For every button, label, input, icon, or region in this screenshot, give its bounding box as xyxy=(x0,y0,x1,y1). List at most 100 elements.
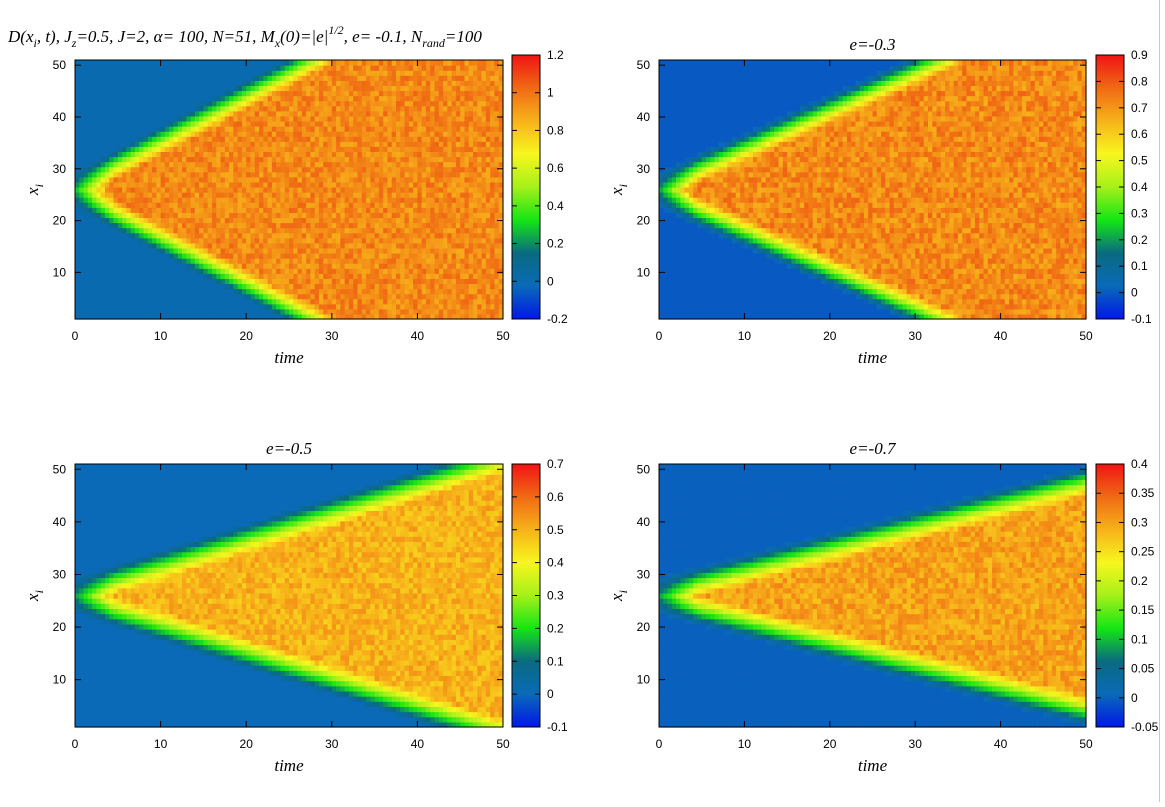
heatmap-cell xyxy=(250,151,255,157)
heatmap-cell xyxy=(460,75,465,81)
heatmap-cell xyxy=(246,141,251,147)
heatmap-cell xyxy=(242,162,247,168)
heatmap-cell xyxy=(486,212,491,218)
heatmap-cell xyxy=(482,70,487,76)
heatmap-cell xyxy=(302,141,307,147)
heatmap-cell xyxy=(435,202,440,208)
heatmap-cell xyxy=(460,187,465,193)
heatmap-cell xyxy=(306,96,311,102)
heatmap-cell xyxy=(203,121,208,127)
heatmap-cell xyxy=(366,228,371,234)
heatmap-cell xyxy=(494,156,499,162)
heatmap-cell xyxy=(156,294,161,300)
heatmap-cell xyxy=(477,207,482,213)
heatmap-cell xyxy=(246,65,251,71)
heatmap-cell xyxy=(362,197,367,203)
heatmap-cell xyxy=(101,228,106,234)
heatmap-cell xyxy=(259,80,264,86)
heatmap-cell xyxy=(409,162,414,168)
heatmap-cell xyxy=(79,106,84,112)
heatmap-cell xyxy=(84,177,89,183)
heatmap-cell xyxy=(126,182,131,188)
heatmap-cell xyxy=(280,151,285,157)
heatmap-cell xyxy=(105,90,110,96)
heatmap-cell xyxy=(225,304,230,310)
heatmap-cell xyxy=(84,136,89,142)
heatmap-cell xyxy=(405,80,410,86)
heatmap-cell xyxy=(250,289,255,295)
heatmap-cell xyxy=(195,85,200,91)
heatmap-cell xyxy=(443,172,448,178)
heatmap-cell xyxy=(96,156,101,162)
heatmap-cell xyxy=(126,197,131,203)
heatmap-cell xyxy=(392,283,397,289)
heatmap-cell xyxy=(242,202,247,208)
heatmap-cell xyxy=(332,299,337,305)
heatmap-cell xyxy=(366,162,371,168)
heatmap-cell xyxy=(422,121,427,127)
heatmap-cell xyxy=(131,283,136,289)
heatmap-cell xyxy=(173,283,178,289)
heatmap-cell xyxy=(323,273,328,279)
heatmap-cell xyxy=(405,268,410,274)
heatmap-cell xyxy=(315,243,320,249)
heatmap-cell xyxy=(276,202,281,208)
heatmap-cell xyxy=(328,268,333,274)
heatmap-cell xyxy=(122,243,127,249)
heatmap-cell xyxy=(101,207,106,213)
heatmap-cell xyxy=(131,304,136,310)
heatmap-cell xyxy=(439,75,444,81)
heatmap-cell xyxy=(233,65,238,71)
heatmap-cell xyxy=(417,70,422,76)
heatmap-cell xyxy=(259,253,264,259)
heatmap-cell xyxy=(306,223,311,229)
heatmap-cell xyxy=(426,212,431,218)
heatmap-cell xyxy=(383,202,388,208)
heatmap-cell xyxy=(490,238,495,244)
heatmap-cell xyxy=(161,162,166,168)
heatmap-cell xyxy=(285,111,290,117)
heatmap-cell xyxy=(482,294,487,300)
heatmap-cell xyxy=(135,228,140,234)
heatmap-cell xyxy=(482,258,487,264)
heatmap-cell xyxy=(353,156,358,162)
heatmap-cell xyxy=(199,289,204,295)
heatmap-cell xyxy=(118,182,123,188)
heatmap-cell xyxy=(340,304,345,310)
heatmap-cell xyxy=(366,90,371,96)
heatmap-cell xyxy=(353,243,358,249)
heatmap-cell xyxy=(405,70,410,76)
heatmap-cell xyxy=(310,304,315,310)
heatmap-cell xyxy=(375,151,380,157)
heatmap-cell xyxy=(208,151,213,157)
heatmap-cell xyxy=(477,197,482,203)
heatmap-cell xyxy=(169,212,174,218)
heatmap-cell xyxy=(387,202,392,208)
heatmap-cell xyxy=(242,136,247,142)
heatmap-cell xyxy=(490,217,495,223)
heatmap-cell xyxy=(447,238,452,244)
heatmap-cell xyxy=(105,136,110,142)
heatmap-cell xyxy=(139,202,144,208)
heatmap-cell xyxy=(212,151,217,157)
heatmap-cell xyxy=(268,228,273,234)
heatmap-cell xyxy=(306,182,311,188)
heatmap-cell xyxy=(469,80,474,86)
heatmap-cell xyxy=(195,248,200,254)
heatmap-cell xyxy=(238,156,243,162)
heatmap-cell xyxy=(366,197,371,203)
heatmap-cell xyxy=(131,141,136,147)
heatmap-cell xyxy=(225,294,230,300)
heatmap-cell xyxy=(118,136,123,142)
heatmap-cell xyxy=(482,111,487,117)
heatmap-cell xyxy=(101,167,106,173)
heatmap-cell xyxy=(92,294,97,300)
heatmap-cell xyxy=(280,192,285,198)
heatmap-cell xyxy=(216,228,221,234)
heatmap-cell xyxy=(101,141,106,147)
heatmap-cell xyxy=(165,70,170,76)
heatmap-cell xyxy=(490,70,495,76)
heatmap-cell xyxy=(302,167,307,173)
heatmap-cell xyxy=(233,182,238,188)
heatmap-cell xyxy=(375,182,380,188)
